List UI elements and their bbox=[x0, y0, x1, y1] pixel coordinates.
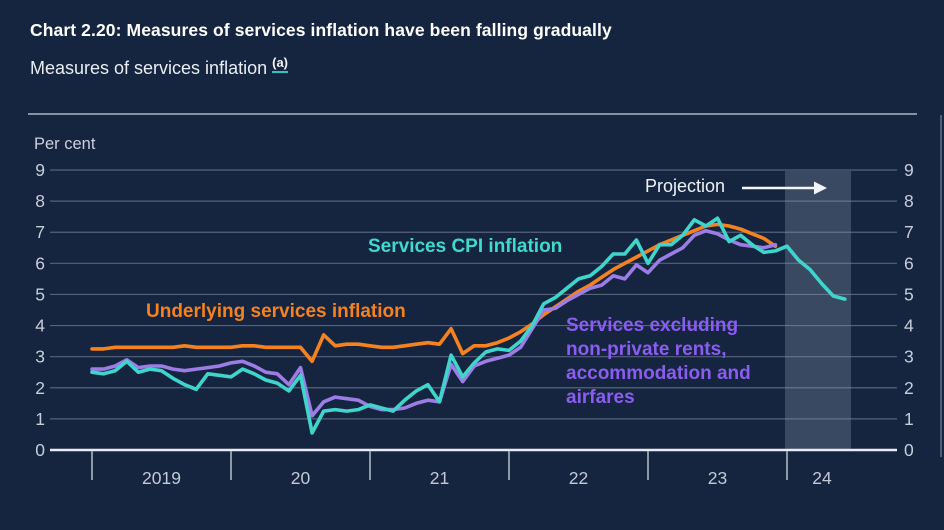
y-axis-unit-label: Per cent bbox=[34, 135, 96, 153]
y-axis-tick-label-left: 0 bbox=[35, 440, 45, 460]
y-axis-tick-label-right: 6 bbox=[904, 253, 914, 273]
projection-band bbox=[785, 171, 851, 450]
x-axis-tick-label: 23 bbox=[708, 468, 727, 488]
chart-subtitle-text: Measures of services inflation bbox=[30, 58, 268, 78]
series-label-services-excluding: Services excluding non-private rents, ac… bbox=[566, 315, 751, 408]
y-axis-tick-label-left: 2 bbox=[35, 378, 45, 398]
chart-subtitle: Measures of services inflation (a) bbox=[30, 55, 288, 79]
y-axis-tick-label-right: 3 bbox=[904, 347, 914, 367]
x-axis-tick-label: 24 bbox=[812, 468, 832, 488]
y-axis-tick-label-left: 5 bbox=[35, 284, 45, 304]
x-axis-tick-label: 22 bbox=[569, 468, 588, 488]
chart-title: Chart 2.20: Measures of services inflati… bbox=[30, 20, 612, 40]
projection-label: Projection bbox=[645, 176, 726, 196]
y-axis-tick-label-left: 6 bbox=[35, 253, 45, 273]
y-axis-tick-label-left: 7 bbox=[35, 222, 45, 242]
y-axis-tick-label-left: 8 bbox=[35, 191, 45, 211]
x-axis-tick-label: 21 bbox=[430, 468, 449, 488]
y-axis-tick-label-right: 8 bbox=[904, 191, 914, 211]
footnote-link[interactable]: (a) bbox=[272, 55, 288, 73]
y-axis-tick-label-right: 5 bbox=[904, 284, 914, 304]
projection-arrow-head bbox=[814, 181, 827, 195]
y-axis-tick-label-right: 9 bbox=[904, 160, 914, 180]
chart-right-border bbox=[940, 115, 942, 457]
series-label-services-cpi-inflation: Services CPI inflation bbox=[368, 236, 563, 257]
x-axis-tick-label: 20 bbox=[291, 468, 311, 488]
y-axis-tick-label-right: 1 bbox=[904, 409, 914, 429]
y-axis-tick-label-right: 7 bbox=[904, 222, 914, 242]
x-axis-tick-label: 2019 bbox=[142, 468, 181, 488]
y-axis-tick-label-left: 3 bbox=[35, 347, 45, 367]
y-axis-tick-label-left: 1 bbox=[35, 409, 45, 429]
series-label-underlying-services-inflation: Underlying services inflation bbox=[146, 301, 406, 322]
series-line-services-cpi-inflation bbox=[90, 216, 847, 435]
y-axis-tick-label-right: 2 bbox=[904, 378, 914, 398]
y-axis-tick-label-right: 0 bbox=[904, 440, 914, 460]
series-line-services-excluding-non-private-rents-acc bbox=[90, 228, 778, 418]
y-axis-tick-label-right: 4 bbox=[904, 316, 914, 336]
y-axis-tick-label-left: 9 bbox=[35, 160, 45, 180]
chart-top-border bbox=[28, 113, 917, 115]
y-axis-tick-label-left: 4 bbox=[35, 316, 45, 336]
